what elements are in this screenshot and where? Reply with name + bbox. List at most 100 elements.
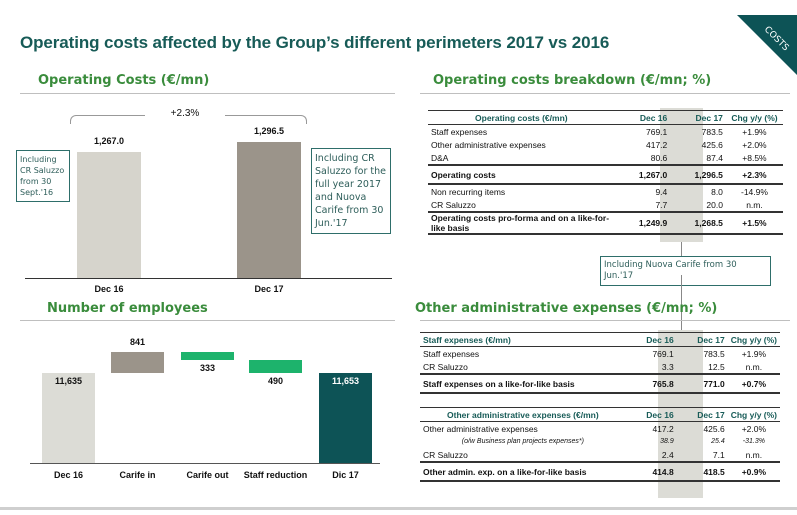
- table-cell: 38.9: [660, 438, 674, 445]
- table-cell: 9.4: [655, 186, 668, 197]
- waterfall-bar: [42, 373, 95, 463]
- table-cell: +2.3%: [725, 164, 783, 185]
- table-row: Other administrative expenses 417.2 425.6 +…: [420, 422, 780, 436]
- column-header: Operating costs (€/mn): [428, 110, 615, 125]
- other-admin-header: Other administrative expenses (€/mn; %): [415, 301, 718, 316]
- table-cell: Operating costs: [428, 164, 615, 185]
- footer-line: [0, 507, 797, 510]
- section-tag: [737, 15, 797, 75]
- waterfall-value: 11,635: [54, 376, 83, 386]
- waterfall-category: Carife in: [119, 470, 156, 480]
- table-cell: (o/w Business plan projects expenses*): [461, 438, 584, 445]
- divider: [20, 320, 395, 321]
- bar-1: [237, 142, 301, 278]
- table-cell: 87.4: [706, 152, 723, 163]
- note-connector: [681, 275, 682, 330]
- table-row: Other admin. exp. on a like-for-like bas…: [420, 461, 780, 482]
- table-row: (o/w Business plan projects expenses*) 38…: [420, 435, 780, 448]
- employees-waterfall: 11,635 Dec 16 841 Carife in 333 Carife out 490…: [0, 0, 400, 500]
- column-header: Dec 17: [670, 110, 726, 125]
- table-row: Staff expenses on a like-for-like basis 7…: [420, 373, 780, 394]
- table-cell: +1.5%: [725, 211, 783, 235]
- table-cell: 783.5: [703, 348, 725, 359]
- column-header: Dec 16: [625, 407, 677, 422]
- table-cell: CR Saluzzo: [431, 199, 476, 210]
- table-cell: 7.7: [655, 199, 668, 210]
- table-cell: 417.2: [652, 423, 674, 434]
- divider: [20, 93, 395, 94]
- table-cell: n.m.: [746, 199, 763, 210]
- table-cell: Staff expenses on a like-for-like basis: [420, 373, 626, 394]
- waterfall-value: 841: [129, 336, 146, 347]
- waterfall-bar: [111, 351, 164, 373]
- table-cell: 1,296.5: [670, 164, 726, 185]
- table-cell: 783.5: [701, 126, 723, 137]
- column-header: Dec 17: [676, 407, 728, 422]
- table-row: Operating costs 1,267.0 1,296.5 +2.3%: [428, 164, 783, 185]
- waterfall-value: 333: [199, 363, 216, 374]
- table-header: Operating costs (€/mn) Dec 16 Dec 17 Chg y/…: [428, 110, 783, 125]
- table-cell: +1.9%: [742, 126, 767, 137]
- table-cell: Staff expenses: [431, 126, 488, 137]
- table-cell: n.m.: [745, 361, 763, 372]
- table-row: Other administrative expenses 417.2 425.6 +…: [428, 138, 783, 151]
- table-cell: +1.9%: [741, 348, 767, 359]
- table-cell: CR Saluzzo: [423, 449, 468, 460]
- note-dec17: Including CR Saluzzo for the full year 2…: [311, 148, 391, 234]
- divider: [420, 93, 790, 94]
- breakdown-header: Operating costs breakdown (€/mn; %): [433, 73, 712, 88]
- column-header: Dec 17: [676, 332, 728, 347]
- table-cell: 20.0: [706, 199, 723, 210]
- table-cell: 769.1: [645, 126, 668, 137]
- operating-costs-chart: 1,267.0 Dec 16 1,296.5 Dec 17: [0, 0, 400, 300]
- table-cell: Other administrative expenses: [423, 423, 538, 434]
- table-cell: -31.3%: [742, 438, 765, 445]
- table-cell: 765.8: [625, 373, 677, 394]
- table-cell: 769.1: [652, 348, 674, 359]
- table-cell: +0.9%: [727, 461, 780, 482]
- waterfall-value: 11,653: [331, 375, 360, 386]
- bar-0: [77, 152, 141, 278]
- waterfall-category: Dic 17: [332, 470, 359, 480]
- table-cell: 414.8: [625, 461, 677, 482]
- note-dec16: Including CR Saluzzo from 30 Sept.'16: [16, 150, 70, 202]
- table-cell: Other admin. exp. on a like-for-like bas…: [420, 461, 626, 482]
- other-admin-table: Other administrative expenses (€/mn) Dec …: [420, 407, 780, 482]
- page-title: Operating costs affected by the Group’s …: [20, 33, 610, 52]
- table-row: CR Saluzzo 7.7 20.0 n.m.: [428, 198, 783, 212]
- table-cell: -14.9%: [740, 186, 768, 197]
- table-cell: 418.5: [676, 461, 728, 482]
- table-row: CR Saluzzo 2.4 7.1 n.m.: [420, 448, 780, 462]
- table-cell: Staff expenses: [423, 348, 480, 359]
- table-cell: 1,249.9: [614, 211, 671, 235]
- x-axis: [25, 278, 392, 279]
- table-cell: D&A: [431, 152, 449, 163]
- x-axis: [30, 463, 380, 464]
- bar-category: Dec 17: [254, 284, 284, 294]
- column-header: Chg y/y (%): [725, 110, 783, 125]
- table-cell: 425.6: [703, 423, 725, 434]
- table-cell: 425.6: [701, 139, 723, 150]
- table-cell: 1,267.0: [614, 164, 671, 185]
- operating-costs-header: Operating Costs (€/mn): [38, 73, 210, 88]
- table-row: D&A 80.6 87.4 +8.5%: [428, 151, 783, 165]
- table-cell: 417.2: [645, 139, 668, 150]
- column-header: Chg y/y (%): [727, 407, 780, 422]
- employees-header: Number of employees: [47, 301, 208, 316]
- column-header: Dec 16: [625, 332, 677, 347]
- table-cell: n.m.: [745, 449, 763, 460]
- column-header: Chg y/y (%): [727, 332, 780, 347]
- bar-value: 1,296.5: [253, 126, 285, 137]
- table-cell: CR Saluzzo: [423, 361, 468, 372]
- table-row: Operating costs pro-forma and on a like-…: [428, 211, 783, 235]
- table-cell: +2.0%: [742, 139, 767, 150]
- table-row: Non recurring items 9.4 8.0 -14.9%: [428, 184, 783, 198]
- divider: [420, 320, 790, 321]
- table-row: Staff expenses 769.1 783.5 +1.9%: [428, 125, 783, 139]
- table-header: Staff expenses (€/mn) Dec 16 Dec 17 Chg y/y…: [420, 332, 780, 347]
- waterfall-category: Carife out: [186, 470, 229, 480]
- table-cell: Non recurring items: [431, 186, 506, 197]
- table-cell: Operating costs pro-forma and on a like-…: [428, 211, 615, 235]
- table-cell: 8.0: [711, 186, 723, 197]
- table-cell: Other administrative expenses: [431, 139, 546, 150]
